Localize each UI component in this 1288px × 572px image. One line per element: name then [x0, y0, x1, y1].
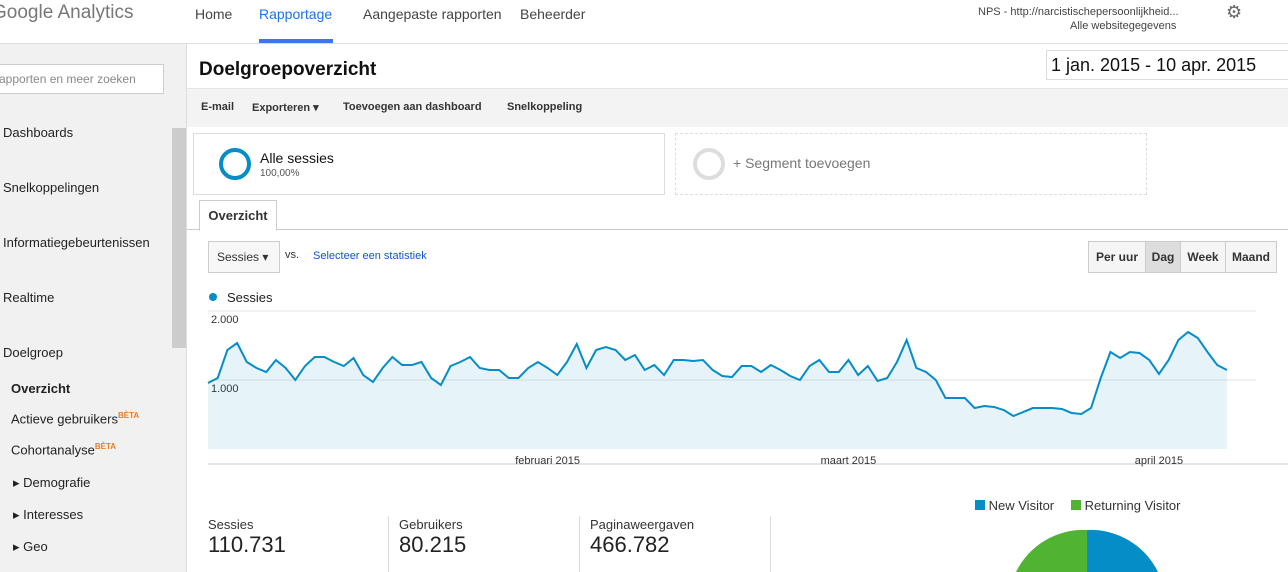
side-item[interactable]: Informatiegebeurtenissen: [3, 235, 150, 250]
nav-link[interactable]: Aangepaste rapporten: [363, 6, 502, 22]
side-item[interactable]: Realtime: [3, 290, 55, 305]
metric: Sessies 110.731: [208, 517, 286, 558]
label: Interesses: [23, 507, 84, 522]
nav-link[interactable]: Rapportage: [259, 6, 333, 22]
metric: Gebruikers 80.215: [399, 517, 466, 558]
side-subitem[interactable]: Actieve gebruikersBÈTA: [11, 411, 139, 426]
scrollbar[interactable]: [172, 128, 186, 348]
nav-link[interactable]: Home: [195, 6, 233, 22]
granularity[interactable]: Dag: [1145, 241, 1181, 273]
divider: [579, 516, 580, 572]
y-tick-label: 1.000: [211, 383, 239, 395]
side-item[interactable]: Doelgroep: [3, 345, 63, 360]
search-box[interactable]: apporten en meer zoeken: [0, 64, 164, 94]
legend-label: Returning Visitor: [1084, 498, 1181, 513]
pie-partial: [1016, 529, 1158, 572]
top-bar: [0, 0, 1288, 44]
label: Exporteren: [252, 102, 311, 114]
action[interactable]: Exporteren ▾: [252, 102, 319, 114]
y-tick-label: 2.000: [211, 314, 239, 326]
side-subitem[interactable]: ▸ Geo: [13, 539, 48, 554]
legend-dot: [209, 293, 217, 301]
legend-label: Sessies: [227, 290, 273, 305]
report-title: Doelgroepoverzicht: [199, 59, 377, 80]
label: Cohortanalyse: [11, 442, 95, 458]
account[interactable]: NPS - http://narcistischepersoonlijkheid…: [978, 6, 1179, 18]
vs: vs.: [285, 249, 300, 261]
legend-item[interactable]: New Visitor: [975, 498, 1054, 513]
sidebar: [0, 44, 187, 572]
x-tick-label: april 2015: [1135, 455, 1183, 467]
tab[interactable]: Overzicht: [199, 200, 277, 231]
side-item[interactable]: Snelkoppelingen: [3, 180, 100, 195]
action[interactable]: Snelkoppeling: [507, 101, 583, 113]
segment-name: Alle sessies: [260, 150, 334, 166]
side-subitem[interactable]: Overzicht: [11, 381, 71, 396]
action[interactable]: E-mail: [201, 101, 235, 113]
side-subitem[interactable]: CohortanalyseBÈTA: [11, 442, 116, 457]
settings-icon[interactable]: ⚙: [1226, 2, 1243, 22]
search-placeholder: apporten en meer zoeken: [0, 72, 136, 86]
pie-slice: [1016, 529, 1087, 572]
logo: Google Analytics: [0, 2, 134, 23]
segment-icon: [219, 148, 251, 180]
legend-label: New Visitor: [988, 498, 1055, 513]
line: [207, 330, 1228, 418]
granularity[interactable]: Per uur: [1088, 241, 1146, 273]
granularity[interactable]: Maand: [1225, 241, 1277, 273]
label: Geo: [23, 539, 48, 554]
beta: BÈTA: [94, 442, 117, 451]
toolbar: [187, 88, 1288, 127]
granularity[interactable]: Week: [1180, 241, 1226, 273]
segment-card[interactable]: [193, 133, 665, 195]
action[interactable]: Toevoegen aan dashboard: [343, 101, 482, 113]
select-stat[interactable]: Selecteer een statistiek: [313, 250, 427, 262]
x-tick-label: februari 2015: [515, 455, 580, 467]
metric-label: Gebruikers: [399, 517, 463, 532]
area: [208, 331, 1227, 449]
metric-value: 80.215: [399, 532, 467, 557]
label: Sessies: [217, 250, 260, 264]
metric-select[interactable]: Sessies ▾: [208, 241, 280, 273]
metric: Paginaweergaven 466.782: [590, 517, 694, 558]
legend-item[interactable]: Returning Visitor: [1071, 498, 1181, 513]
side-item[interactable]: Dashboards: [3, 125, 74, 140]
nav-indicator: [259, 39, 333, 43]
label: Actieve gebruikers: [11, 411, 118, 427]
add-segment[interactable]: [675, 133, 1147, 195]
x-tick-label: maart 2015: [821, 455, 877, 467]
metric-label: Sessies: [208, 517, 254, 532]
date-range[interactable]: 1 jan. 2015 - 10 apr. 2015: [1046, 50, 1288, 80]
metric-label: Paginaweergaven: [590, 517, 695, 532]
label: Demografie: [23, 475, 91, 490]
legend-swatch: [975, 500, 985, 510]
pie-slice: [1087, 529, 1158, 572]
segment-share: 100,00%: [260, 168, 300, 179]
divider: [388, 516, 389, 572]
view[interactable]: Alle websitegegevens: [1070, 20, 1177, 32]
nav-link[interactable]: Beheerder: [520, 6, 586, 22]
add-segment-label: + Segment toevoegen: [733, 155, 871, 171]
side-subitem[interactable]: ▸ Interesses: [13, 507, 84, 522]
divider: [770, 516, 771, 572]
tab-line: [187, 229, 1288, 230]
segment-icon: [693, 148, 725, 180]
beta: BÈTA: [117, 411, 140, 420]
legend-swatch: [1071, 500, 1081, 510]
metric-value: 466.782: [590, 532, 670, 557]
side-subitem[interactable]: ▸ Demografie: [13, 475, 91, 490]
metric-value: 110.731: [208, 532, 286, 557]
